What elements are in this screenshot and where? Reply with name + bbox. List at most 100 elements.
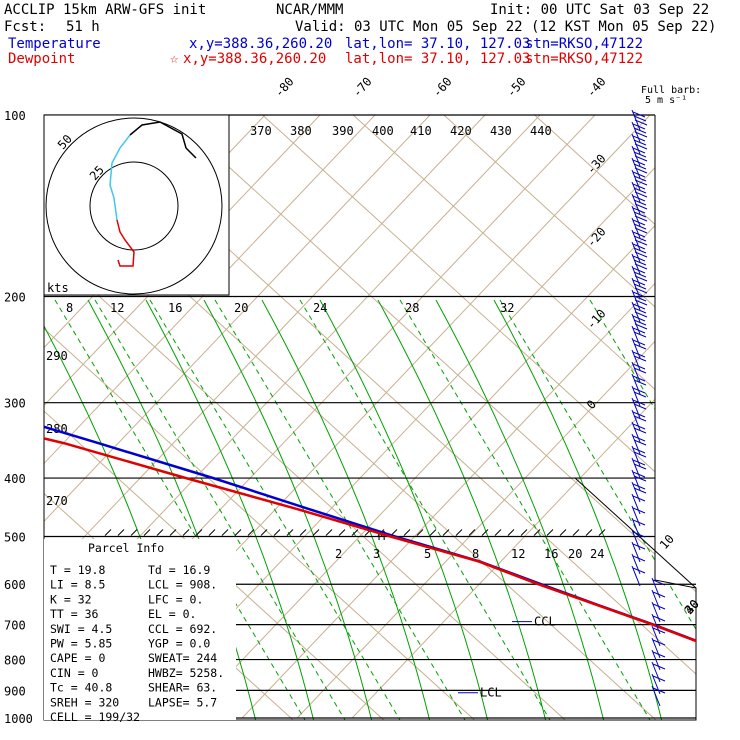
parcel-info-value: CCL = 692. [148,622,217,636]
moist-adiabat-line [261,299,433,720]
moist-adiabat-line [435,299,607,720]
wind-barb-feather [633,235,647,242]
wind-barb-feather [634,239,648,246]
parcel-info-key: SREH = 320 [50,695,119,709]
wind-barb-feather [634,299,648,306]
wind-barb-feather [632,543,646,550]
wind-barb-feather [652,627,666,634]
dewpoint-marker-icon: ☆ [170,51,179,67]
dry-adiabat-line [44,115,486,719]
freezing-tick [247,529,255,536]
parcel-info-key: PW = 5.85 [50,637,112,651]
theta-label: 420 [450,124,472,138]
temperature-label: Temperature [8,36,101,52]
fcst-label: Fcst: [4,19,47,35]
isotherm-label: -30 [584,152,609,177]
wind-barb-feather [633,367,647,374]
dewpoint-stn: stn=RKSO,47122 [525,51,644,67]
mixing-ratio-label: 32 [500,301,514,315]
parcel-info-key: CIN = 0 [50,666,99,680]
isotherm-line [44,115,578,720]
freezing-tick [455,529,463,536]
freezing-tick [156,529,164,536]
freezing-tick [507,529,515,536]
mixing-ratio-label: 5 [424,547,431,561]
parcel-info-panel: Parcel Info T = 19.8 Td = 16.9 LI = 8.5 LCL … [44,539,236,724]
wind-barb-feather [632,183,646,190]
wind-barb-feather [633,295,647,302]
freezing-tick [468,529,476,536]
freezing-tick [442,529,450,536]
wind-barb-feather [634,227,648,234]
wind-barb-feather [632,363,646,370]
parcel-info-key: Tc = 40.8 [50,681,112,695]
theta-label: 270 [46,494,68,508]
dry-adiabat-line [296,115,696,719]
moist-adiabat-line [493,299,665,720]
theta-label: 290 [46,349,68,363]
mixing-ratio-label: 8 [66,301,73,315]
wind-barb-feather [633,415,647,422]
mixing-ratio-label: 3 [373,547,380,561]
isotherm-line [338,115,696,720]
wind-barb-feather [632,303,646,310]
mixing-ratio-line [94,299,346,720]
parcel-info-key: TT = 36 [50,607,99,621]
moist-adiabat-line [377,299,549,720]
wind-barb-feather [633,331,647,338]
mixing-ratio-line [399,299,651,720]
barb-key-line1: Full barb: [641,85,702,96]
theta-label: 370 [250,124,272,138]
wind-barb-feather [632,411,646,418]
mixing-ratio-label: 16 [168,301,182,315]
pressure-tick-label: 800 [4,654,26,668]
freezing-tick [182,529,190,536]
wind-barb-feather [633,175,647,182]
pressure-tick-label: 1000 [4,712,33,726]
isotherm-label: -70 [350,75,375,100]
wind-barb-feather [633,451,647,458]
isotherm-line [44,115,396,720]
theta-label: 410 [410,124,432,138]
freezing-tick [169,529,177,536]
freezing-tick [286,529,294,536]
mixing-ratio-label: 24 [590,547,604,561]
wind-barb-staff [651,685,661,707]
isotherm-line [0,102,33,731]
parcel-info-value: YGP = 0.0 [148,637,210,651]
wind-barb-feather [633,379,647,386]
wind-barb-feather [634,215,648,222]
wind-barb-feather [633,247,647,254]
wind-barb-feather [634,263,648,270]
freezing-tick [338,529,346,536]
isotherm-label: -50 [504,75,529,100]
wind-barb-feather [632,339,646,346]
hodograph-trace-low [116,219,135,267]
freezing-tick [208,529,216,536]
mixing-ratio-label: 20 [568,547,582,561]
freezing-tick [559,529,567,536]
parcel-info-value: EL = 0. [148,607,196,621]
mixing-ratio-line [149,299,401,720]
mixing-ratio-line [54,299,306,720]
wind-barb-feather [652,603,666,610]
wind-barb-feather [632,291,646,298]
wind-barb-feather [652,687,666,694]
wind-barb-feather [632,123,646,130]
wind-barb-feather [632,375,646,382]
sounding-profiles [44,115,696,720]
hodograph-trace-mid [109,134,131,221]
wind-barb-staff [631,565,641,587]
moist-adiabat-line [87,299,259,720]
isotherm-label: 10 [657,532,677,552]
parcel-info-key: CELL = 199/32 [50,710,140,724]
dewpoint-line [44,115,696,720]
wind-barb-feather [632,159,646,166]
parcel-info-value: LCL = 908. [148,578,217,592]
wind-barb-feather [633,283,647,290]
parcel-info-value: SHEAR= 63. [148,681,217,695]
parcel-info-value: LFC = 0. [148,592,203,606]
freezing-tick [195,529,203,536]
mixing-ratio-line [589,299,696,720]
wind-barb-feather [633,211,647,218]
